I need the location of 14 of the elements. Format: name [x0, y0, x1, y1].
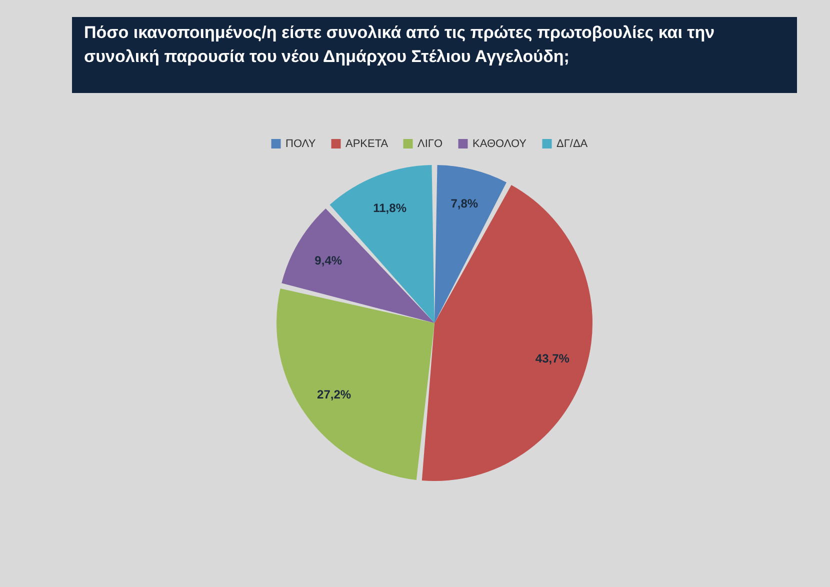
legend-label: ΚΑΘΟΛΟΥ	[472, 138, 528, 150]
data-label: 11,8%	[373, 201, 407, 216]
legend-label: ΛΙΓΟ	[418, 138, 443, 150]
pie-slice	[434, 165, 506, 323]
pie-slice	[276, 288, 434, 480]
legend-label: ΑΡΚΕΤΑ	[346, 138, 389, 150]
chart-title: Πόσο ικανοποιημένος/η είστε συνολικά από τις πρώτες πρωτοβουλίες και την συνολική παρουσία του νέου Δημάρχου Στέλιου Αγγελούδη;	[84, 23, 715, 66]
data-label: 7,8%	[450, 196, 478, 210]
legend-label: ΠΟΛΥ	[286, 138, 316, 150]
data-label: 43,7%	[535, 352, 570, 366]
data-label: 9,4%	[314, 253, 342, 268]
pie-slice	[422, 184, 592, 481]
data-label: 27,2%	[317, 387, 352, 402]
legend-label: ΔΓ/ΔΑ	[556, 138, 588, 150]
